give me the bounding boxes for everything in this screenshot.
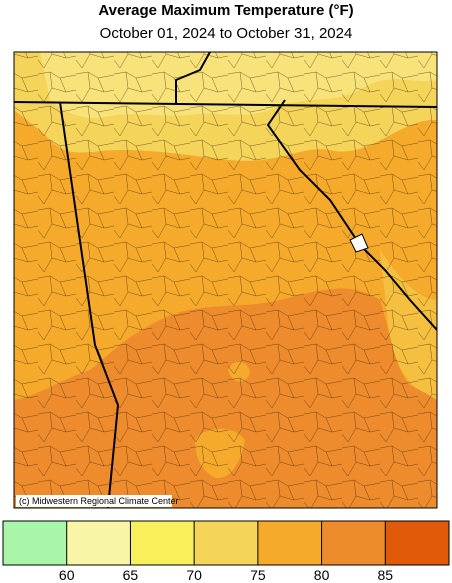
title: Average Maximum Temperature (°F) bbox=[98, 2, 353, 19]
credit-box bbox=[16, 495, 172, 507]
legend-tick-label: 80 bbox=[314, 567, 330, 583]
legend-tick-label: 60 bbox=[59, 567, 75, 583]
legend-swatch bbox=[257, 521, 322, 565]
legend-tick-label: 65 bbox=[123, 567, 139, 583]
legend: 60 65 70 75 80 85 bbox=[2, 520, 450, 583]
legend-swatch bbox=[321, 521, 386, 565]
legend-swatch bbox=[130, 521, 195, 565]
legend-swatch bbox=[194, 521, 258, 565]
legend-tick-label: 85 bbox=[377, 567, 393, 583]
map-frame bbox=[13, 51, 438, 509]
state-borders bbox=[14, 52, 437, 508]
legend-swatch bbox=[3, 521, 67, 565]
subtitle: October 01, 2024 to October 31, 2024 bbox=[100, 25, 353, 42]
lake bbox=[349, 233, 369, 253]
legend-frame bbox=[2, 520, 450, 566]
map bbox=[14, 52, 437, 508]
legend-tick-label: 75 bbox=[250, 567, 266, 583]
credit: (c) Midwestern Regional Climate Center bbox=[19, 496, 179, 506]
legend-tick-label: 70 bbox=[186, 567, 202, 583]
county-lines bbox=[14, 52, 437, 508]
legend-swatch bbox=[66, 521, 131, 565]
legend-swatch bbox=[385, 521, 449, 565]
